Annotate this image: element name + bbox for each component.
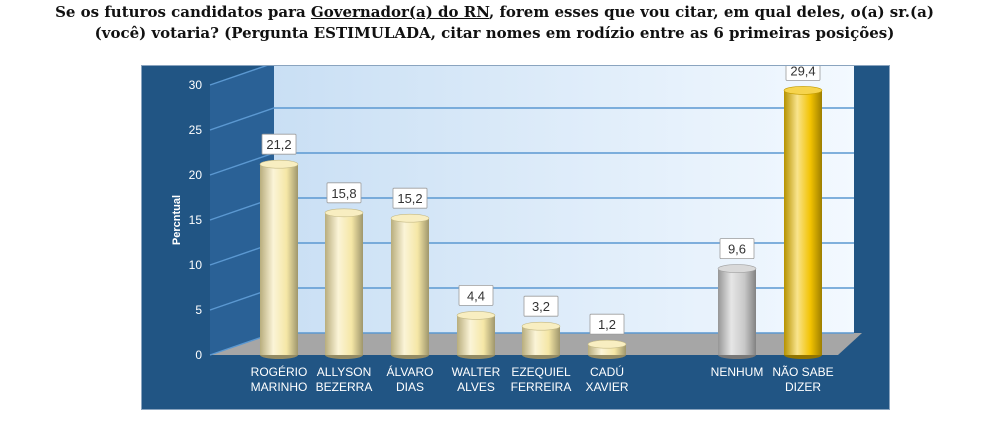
x-category-label: DIZER [785, 380, 821, 394]
data-label-box [785, 66, 821, 81]
x-category-label: XAVIER [585, 380, 628, 394]
data-label-box [523, 295, 559, 317]
bar-body [391, 218, 429, 355]
bar [783, 86, 823, 359]
bar-top [456, 311, 496, 320]
y-axis-label: Percntual [171, 195, 183, 245]
data-label-box [392, 187, 428, 209]
x-category-label: BEZERRA [316, 380, 373, 394]
data-label-box [719, 238, 755, 260]
x-category-label: WALTER [452, 365, 501, 379]
bar-top [717, 264, 757, 273]
bar [390, 213, 430, 359]
gridline [209, 66, 268, 86]
bar-body [260, 164, 298, 355]
data-label-box [261, 133, 297, 155]
x-category-label: NENHUM [711, 365, 764, 379]
bar-body [784, 90, 822, 356]
x-category-label: ÁLVARO [387, 364, 434, 379]
x-category-label: CADÚ [590, 364, 624, 379]
x-category-label: FERREIRA [511, 380, 572, 394]
y-tick-label: 15 [189, 213, 203, 227]
data-label: 1,2 [598, 317, 616, 332]
data-label-box [458, 284, 494, 306]
x-category-label: DIAS [396, 380, 424, 394]
bar [456, 311, 496, 359]
bar [717, 264, 757, 359]
bar [521, 321, 561, 359]
x-category-label: ALLYSON [317, 365, 371, 379]
y-tick-label: 10 [189, 258, 203, 272]
bar-body [588, 344, 626, 355]
bar-top [324, 208, 364, 218]
bar-top [390, 213, 430, 223]
bar-body [325, 212, 363, 355]
data-label: 15,8 [331, 186, 356, 201]
data-label-box [589, 313, 625, 335]
y-tick-label: 25 [189, 123, 203, 137]
bar-body [522, 326, 560, 355]
chart-backdrop [209, 66, 862, 356]
chart-panel: 0 5 10 15 20 25 30 Percntual 21,2 ROGÉRIO MARINHO 1… [141, 65, 890, 410]
data-label: 21,2 [266, 137, 291, 152]
title-text-2: , forem esses que vou citar, em qual del… [489, 3, 934, 21]
chart-title: Se os futuros candidatos para Governador… [0, 2, 989, 44]
x-category-label: EZEQUIEL [511, 365, 571, 379]
x-category-label: ALVES [457, 380, 495, 394]
gridline [209, 107, 854, 131]
data-label: 29,4 [790, 66, 815, 78]
y-tick-label: 0 [195, 348, 202, 362]
data-label-box [326, 182, 362, 204]
data-label: 4,4 [467, 288, 485, 303]
bar [324, 208, 364, 359]
x-category-label: MARINHO [251, 380, 308, 394]
data-label: 3,2 [532, 299, 550, 314]
bar-body [457, 315, 495, 355]
title-line-2: (você) votaria? (Pergunta ESTIMULADA, ci… [94, 24, 895, 42]
y-tick-label: 5 [195, 303, 202, 317]
title-line-1: Se os futuros candidatos para Governador… [0, 2, 989, 23]
bar [259, 159, 299, 359]
chart-bars [259, 86, 823, 359]
title-text-1: Se os futuros candidatos para [55, 3, 311, 21]
title-underlined-text: Governador(a) do RN [310, 3, 489, 21]
x-category-label: ROGÉRIO [251, 364, 308, 379]
data-label: 9,6 [728, 242, 746, 257]
bar [587, 339, 627, 359]
bar-body [718, 268, 756, 355]
bar-top [783, 86, 823, 95]
chart-side-wall [210, 66, 274, 355]
bar-top [259, 159, 299, 169]
y-tick-label: 20 [189, 168, 203, 182]
bar-top [521, 321, 561, 331]
bar-top [587, 339, 627, 349]
data-label: 15,2 [397, 191, 422, 206]
x-category-label: NÃO SABE [772, 365, 833, 379]
y-tick-label: 30 [189, 78, 203, 92]
